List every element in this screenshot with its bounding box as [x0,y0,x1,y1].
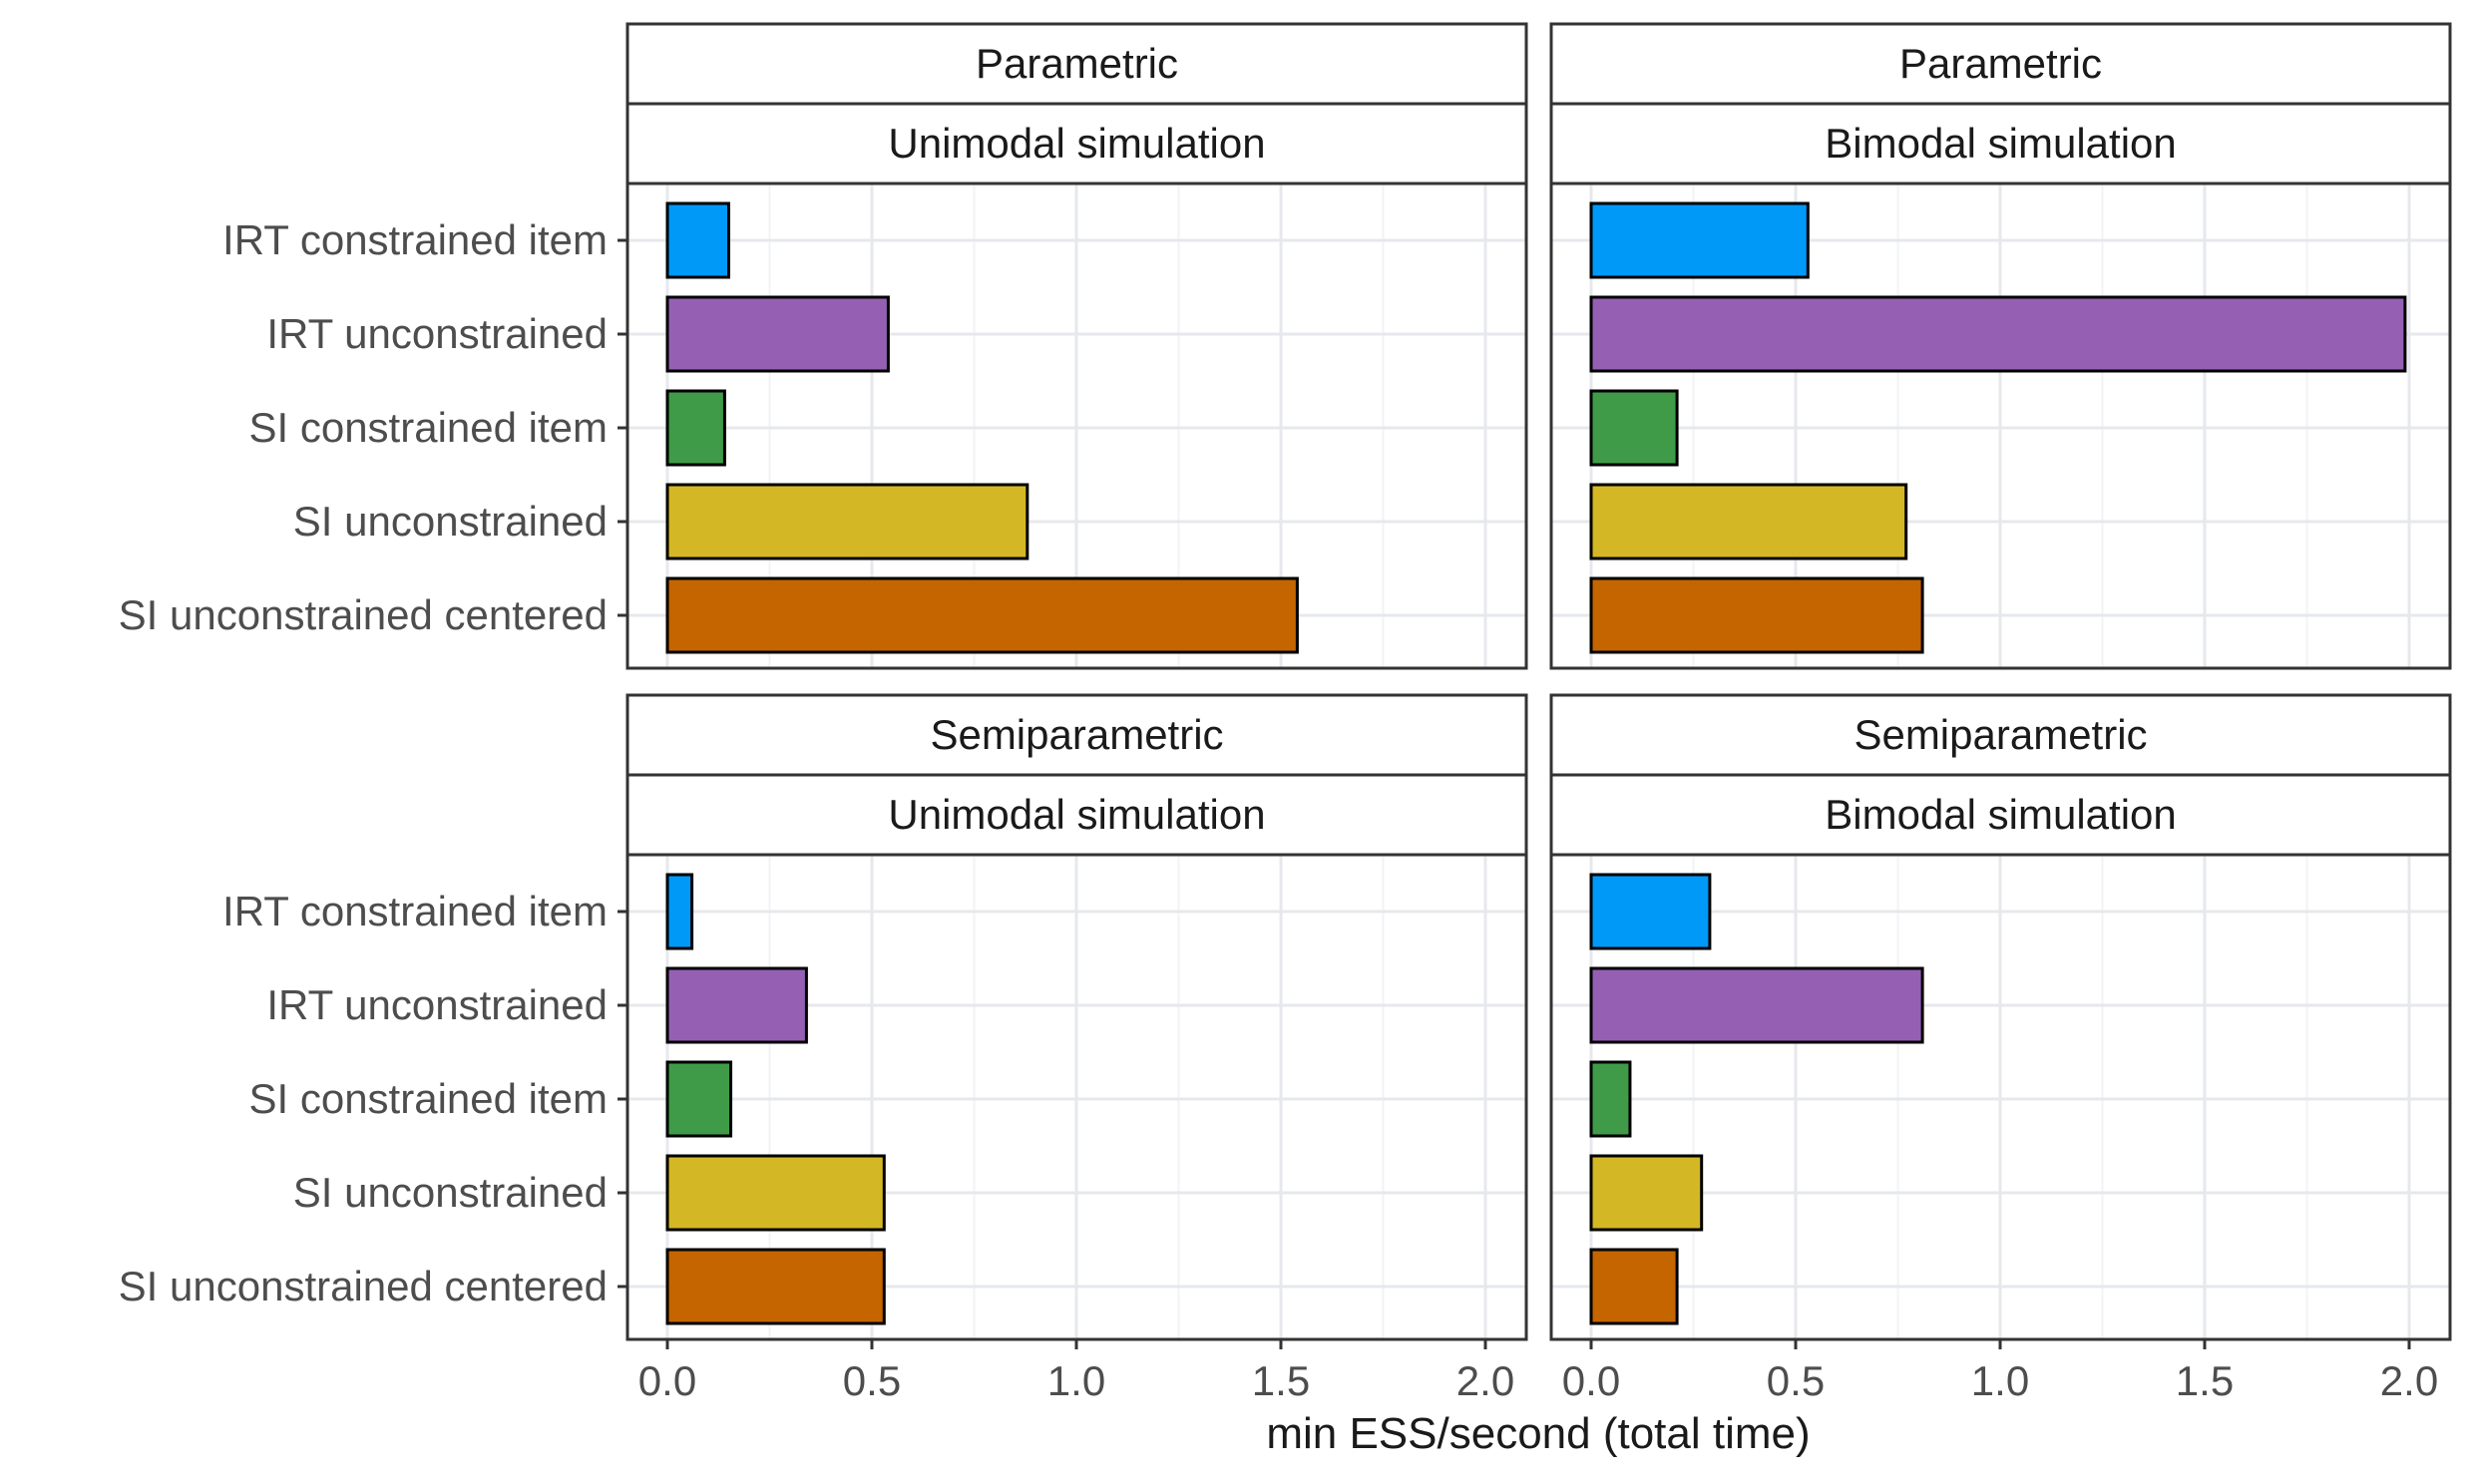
y-tick-label: SI unconstrained centered [119,591,608,638]
panel-border [1549,182,2452,670]
x-tick-label: 1.5 [1252,1357,1310,1404]
strip-row-label-box [625,22,1528,106]
x-axis-title: min ESS/second (total time) [1266,1409,1810,1458]
y-tick-label: IRT unconstrained [266,310,608,357]
strip-row-label: Parametric [976,40,1178,87]
y-tick-label: SI constrained item [248,1075,608,1122]
strip-row-label: Parametric [1899,40,2102,87]
x-tick-label: 2.0 [2380,1357,2438,1404]
x-tick-label: 1.0 [1971,1357,2029,1404]
facet-semiparametric-bimodal-simulation: Semiparametric Bimodal simulation [1549,693,2452,1341]
x-tick-label: 0.5 [1767,1357,1825,1404]
strip-col-label-box [1549,773,2452,857]
bar-si-constrained-item [665,1060,733,1138]
strip-col-label-box [625,773,1528,857]
bar-si-unconstrained [1589,483,1908,560]
bar-irt-unconstrained [1589,966,1924,1044]
strip-col-label: Bimodal simulation [1825,120,2177,167]
bar-irt-unconstrained [665,295,890,373]
bar-irt-constrained-item [665,873,694,950]
facet-parametric-bimodal-simulation: Parametric Bimodal simulation [1549,22,2452,670]
bar-si-unconstrained-centered [1589,1248,1679,1325]
panel-border [625,182,1528,670]
strip-row-label: Semiparametric [930,711,1223,758]
strip-col-label-box [625,102,1528,186]
x-tick-label: 1.5 [2176,1357,2234,1404]
strip-row-label-box [1549,22,2452,106]
x-tick-label: 2.0 [1456,1357,1514,1404]
x-tick-label: 0.0 [1562,1357,1620,1404]
bar-si-constrained-item [1589,1060,1632,1138]
strip-col-label: Unimodal simulation [888,120,1265,167]
bar-irt-constrained-item [1589,201,1810,279]
bar-si-unconstrained [1589,1154,1704,1232]
bar-irt-unconstrained [1589,295,2407,373]
strip-col-label: Unimodal simulation [888,791,1265,838]
facets-layer: Parametric Unimodal simulation Parametric B… [625,22,2452,1341]
strip-col-label: Bimodal simulation [1825,791,2177,838]
y-tick-label: IRT unconstrained [266,981,608,1028]
bar-si-unconstrained [665,1154,886,1232]
bar-irt-constrained-item [665,201,730,279]
bar-si-constrained-item [1589,389,1679,467]
y-axis-labels: IRT constrained item IRT unconstrained SI … [119,216,627,1309]
y-tick-label: SI constrained item [248,404,608,451]
facet-semiparametric-unimodal-simulation: Semiparametric Unimodal simulation [625,693,1528,1341]
x-axis-ticks: 0.0 0.5 1.0 1.5 2.0 0.0 0.5 1.0 1.5 2.0 [638,1339,2438,1404]
x-tick-label: 0.0 [638,1357,696,1404]
x-tick-label: 0.5 [843,1357,901,1404]
y-tick-label: SI unconstrained [293,1169,608,1216]
strip-row-label: Semiparametric [1854,711,2147,758]
bar-irt-constrained-item [1589,873,1712,950]
bar-si-unconstrained [665,483,1030,560]
facet-parametric-unimodal-simulation: Parametric Unimodal simulation [625,22,1528,670]
bar-si-constrained-item [665,389,726,467]
bar-si-unconstrained-centered [665,576,1299,654]
strip-row-label-box [1549,693,2452,777]
strip-col-label-box [1549,102,2452,186]
bar-irt-unconstrained [665,966,808,1044]
y-tick-label: IRT constrained item [222,216,608,263]
strip-row-label-box [625,693,1528,777]
bar-si-unconstrained-centered [665,1248,886,1325]
y-tick-label: SI unconstrained centered [119,1263,608,1309]
y-tick-label: SI unconstrained [293,498,608,545]
x-tick-label: 1.0 [1047,1357,1105,1404]
y-tick-label: IRT constrained item [222,888,608,934]
bar-si-unconstrained-centered [1589,576,1924,654]
